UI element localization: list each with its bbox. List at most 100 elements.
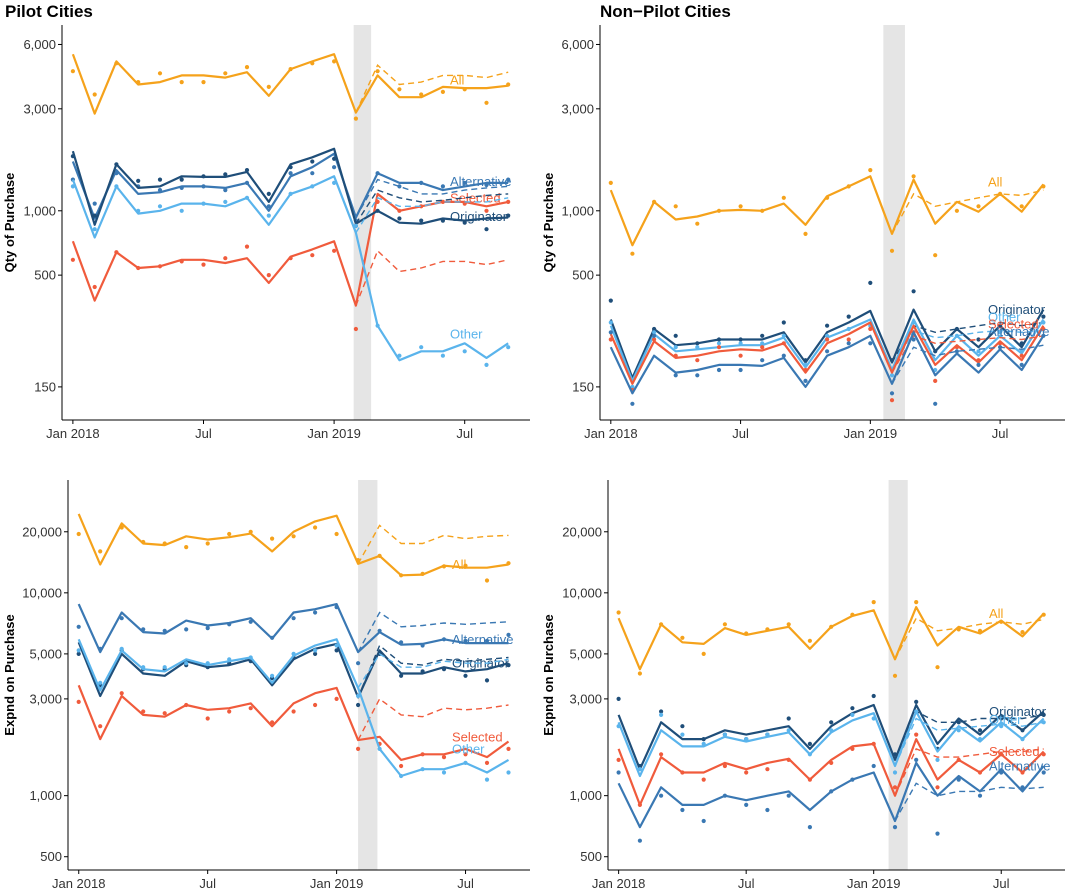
data-point xyxy=(999,724,1004,729)
y-tick-label: 6,000 xyxy=(561,37,594,52)
data-point xyxy=(377,628,382,633)
data-point xyxy=(850,777,855,782)
data-point xyxy=(356,746,361,752)
series-line xyxy=(71,147,509,226)
series-originator: Originator xyxy=(70,147,511,232)
data-point xyxy=(332,156,337,161)
y-tick-label: 150 xyxy=(34,379,56,394)
data-point xyxy=(1041,184,1046,189)
data-point xyxy=(270,720,275,725)
data-point xyxy=(375,199,380,204)
data-point xyxy=(141,665,146,670)
data-point xyxy=(1020,728,1025,733)
data-point xyxy=(652,326,657,332)
data-point xyxy=(786,757,791,763)
data-point xyxy=(310,159,315,164)
data-point xyxy=(846,337,851,342)
data-point xyxy=(119,691,124,696)
y-tick-label: 6,000 xyxy=(23,37,56,52)
data-point xyxy=(313,702,318,708)
data-point xyxy=(484,362,489,367)
data-point xyxy=(92,227,97,232)
series-label: Selected xyxy=(452,729,503,744)
series-all: All xyxy=(608,168,1046,258)
data-point xyxy=(179,259,184,264)
data-point xyxy=(680,732,685,737)
data-point xyxy=(157,264,163,269)
data-point xyxy=(92,201,97,206)
data-point xyxy=(484,100,489,105)
series-label: Originator xyxy=(988,302,1046,317)
data-point xyxy=(914,732,919,737)
series-alternative: Alternative xyxy=(616,757,1050,843)
data-point xyxy=(332,180,337,185)
data-point xyxy=(701,741,706,747)
data-point xyxy=(353,116,358,121)
data-point xyxy=(76,648,81,653)
data-point xyxy=(184,661,189,666)
data-point xyxy=(695,341,700,346)
data-point xyxy=(825,195,830,200)
data-point xyxy=(652,330,657,335)
data-point xyxy=(673,345,678,350)
panel-p4: Expnd on Purchase 500 1,000 3,000 5,000 10,00… xyxy=(541,480,1065,889)
data-point xyxy=(244,244,250,249)
series-selected: Selected xyxy=(76,684,511,769)
data-point xyxy=(956,728,961,733)
data-point xyxy=(162,665,167,670)
data-point xyxy=(484,777,490,782)
data-point xyxy=(765,767,770,772)
data-point xyxy=(201,262,206,267)
data-point xyxy=(506,632,511,638)
data-point xyxy=(201,80,206,85)
data-point xyxy=(637,767,643,772)
data-point xyxy=(998,191,1003,196)
data-point xyxy=(332,165,337,170)
counterfactual-line xyxy=(355,178,509,218)
data-point xyxy=(701,818,706,824)
data-point xyxy=(716,208,722,213)
x-tick-label: Jul xyxy=(993,876,1010,889)
data-point xyxy=(248,619,253,624)
data-point xyxy=(119,616,124,621)
data-point xyxy=(419,180,424,185)
data-point xyxy=(846,184,851,189)
data-point xyxy=(92,213,97,218)
data-point xyxy=(803,367,808,373)
data-point xyxy=(786,716,791,721)
data-point xyxy=(419,345,424,350)
data-point xyxy=(956,720,961,725)
data-point xyxy=(1041,770,1046,775)
data-point xyxy=(441,667,447,672)
data-point xyxy=(223,256,228,261)
data-point xyxy=(608,298,613,303)
data-point xyxy=(608,180,613,185)
data-point xyxy=(954,349,960,354)
counterfactual-line xyxy=(894,617,1044,660)
data-point xyxy=(334,696,339,702)
data-point xyxy=(399,640,404,645)
data-point xyxy=(911,337,916,342)
data-point xyxy=(484,182,489,188)
series-label: Selected xyxy=(989,744,1040,759)
data-point xyxy=(760,208,765,213)
data-point xyxy=(270,673,275,678)
data-point xyxy=(291,616,296,621)
data-point xyxy=(332,248,337,253)
y-tick-label: 1,000 xyxy=(23,203,56,218)
series-line xyxy=(617,703,1045,771)
series-all: All xyxy=(616,600,1046,678)
x-tick-label: Jan 2018 xyxy=(46,426,100,441)
counterfactual-line xyxy=(355,189,509,225)
data-point xyxy=(313,651,318,657)
data-point xyxy=(270,536,275,541)
data-point xyxy=(157,204,163,209)
y-tick-label: 3,000 xyxy=(23,101,56,116)
data-point xyxy=(136,178,141,183)
data-point xyxy=(616,757,621,763)
data-point xyxy=(803,378,808,383)
data-point xyxy=(223,199,228,204)
data-point xyxy=(506,561,511,566)
data-point xyxy=(954,345,960,350)
